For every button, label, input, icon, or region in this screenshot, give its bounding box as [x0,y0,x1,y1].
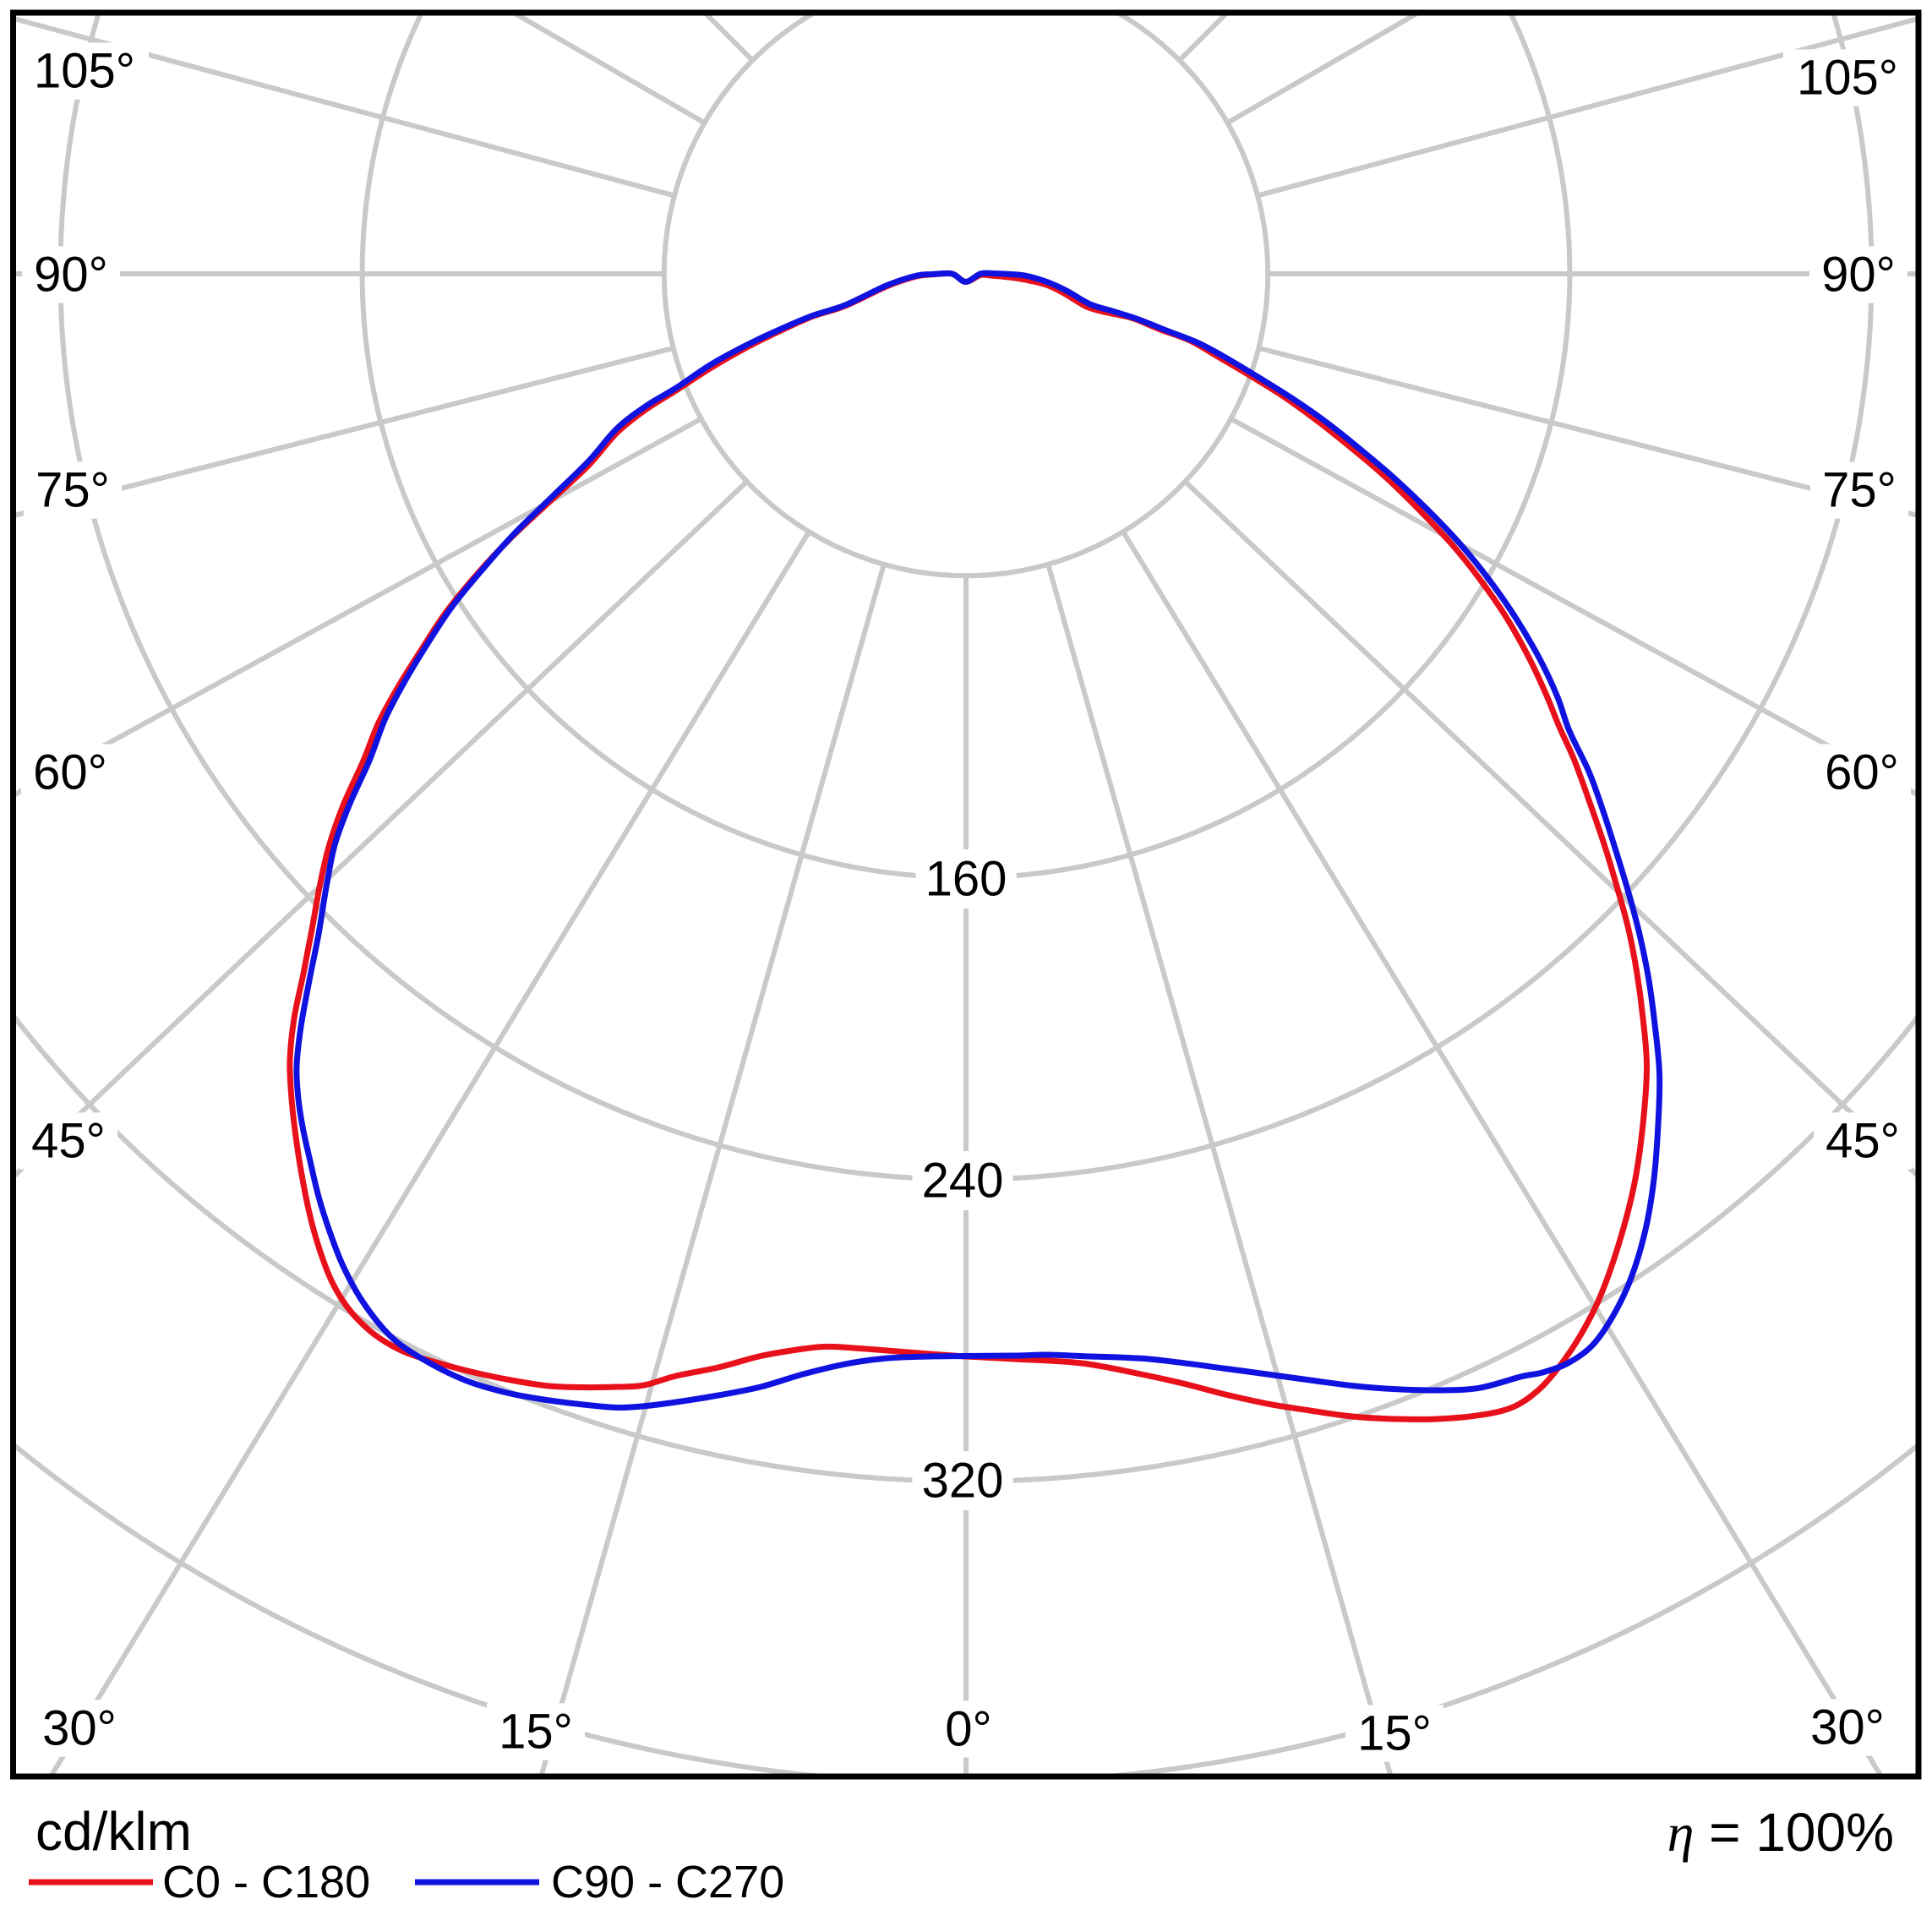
svg-text:30°: 30° [1810,1700,1885,1755]
svg-text:η = 100%: η = 100% [1667,1802,1894,1863]
svg-text:105°: 105° [34,44,135,99]
svg-text:0°: 0° [945,1702,991,1757]
svg-text:C90 - C270: C90 - C270 [551,1857,784,1907]
svg-text:90°: 90° [34,248,108,303]
svg-text:75°: 75° [1822,463,1897,518]
svg-text:45°: 45° [31,1114,106,1169]
svg-text:15°: 15° [499,1705,573,1760]
svg-text:105°: 105° [1797,51,1898,106]
svg-text:45°: 45° [1826,1114,1900,1169]
svg-text:60°: 60° [1825,745,1899,800]
svg-text:30°: 30° [42,1701,117,1756]
svg-text:320: 320 [922,1454,1004,1509]
svg-text:15°: 15° [1357,1706,1432,1761]
svg-text:C0 - C180: C0 - C180 [162,1857,370,1907]
svg-text:60°: 60° [33,745,107,800]
svg-text:160: 160 [925,852,1007,907]
svg-text:240: 240 [922,1154,1004,1209]
svg-text:cd/klm: cd/klm [35,1801,192,1862]
svg-text:90°: 90° [1821,248,1896,303]
svg-text:75°: 75° [35,463,110,518]
